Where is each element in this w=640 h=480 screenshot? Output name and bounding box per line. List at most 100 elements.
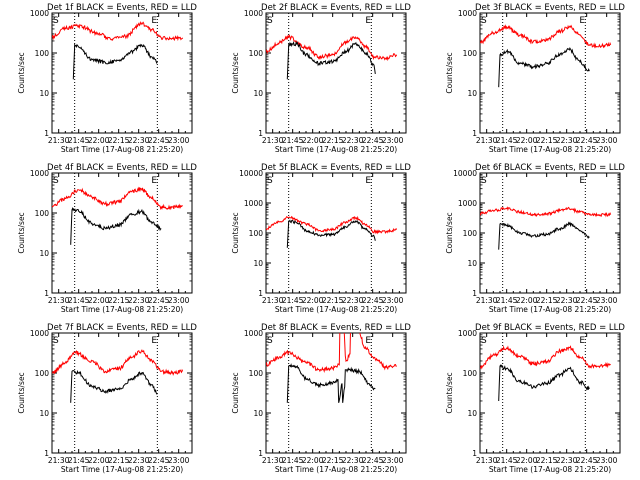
detector-panel: Det 8f BLACK = Events, RED = LLD 21:3021:… [231, 323, 411, 474]
lld-series-line [480, 206, 612, 218]
x-tick-label: 22:30 [342, 296, 364, 305]
plot-frame [51, 172, 193, 294]
y-tick-label: 1 [472, 129, 477, 138]
events-series-line [70, 207, 162, 245]
panel-title: Det 8f BLACK = Events, RED = LLD [261, 323, 411, 333]
x-tick-label: 23:00 [168, 296, 190, 305]
y-tick-label: 10 [467, 409, 477, 418]
x-tick-label: 22:30 [342, 136, 364, 145]
detector-panel: Det 1f BLACK = Events, RED = LLD 21:3021:… [17, 3, 197, 154]
y-tick-label: 10000 [239, 169, 263, 178]
panel-title: Det 9f BLACK = Events, RED = LLD [475, 323, 625, 333]
y-axis-label: Counts/sec [445, 372, 454, 413]
events-series-line [498, 47, 590, 88]
y-tick-label: 1000 [244, 9, 263, 18]
x-axis-label: Start Time (17-Aug-08 21:25:20) [61, 145, 183, 154]
start-marker: S [267, 16, 273, 26]
y-tick-label: 100 [35, 209, 50, 218]
x-tick-label: 21:30 [262, 296, 284, 305]
x-tick-label: 23:00 [168, 456, 190, 465]
x-tick-label: 21:45 [282, 296, 304, 305]
x-axis-label: Start Time (17-Aug-08 21:25:20) [61, 305, 183, 314]
panel-title: Det 1f BLACK = Events, RED = LLD [47, 3, 197, 13]
start-marker: S [53, 16, 59, 26]
y-axis-label: Counts/sec [231, 372, 240, 413]
plot-frame [479, 332, 621, 454]
lld-series-line [480, 345, 611, 370]
x-tick-label: 22:00 [302, 136, 324, 145]
lld-series-line [52, 21, 184, 42]
y-tick-label: 1 [258, 129, 263, 138]
x-tick-label: 23:00 [168, 136, 190, 145]
panel-title: Det 3f BLACK = Events, RED = LLD [475, 3, 625, 13]
y-tick-label: 1000 [458, 199, 477, 208]
x-tick-label: 22:15 [322, 456, 344, 465]
end-marker: E [151, 16, 157, 26]
x-tick-label: 22:30 [128, 296, 150, 305]
x-tick-label: 22:45 [576, 456, 598, 465]
detector-panel: Det 4f BLACK = Events, RED = LLD 21:3021:… [17, 163, 197, 314]
events-series-line [72, 43, 158, 80]
end-marker: E [579, 336, 585, 346]
x-tick-label: 22:45 [148, 296, 170, 305]
y-tick-label: 10 [253, 89, 263, 98]
x-tick-label: 21:30 [262, 456, 284, 465]
x-tick-label: 21:30 [476, 136, 498, 145]
lld-series-line [266, 215, 398, 235]
panel-title: Det 4f BLACK = Events, RED = LLD [47, 163, 197, 173]
plot-frame [51, 332, 193, 454]
x-tick-label: 22:30 [556, 136, 578, 145]
y-axis-label: Counts/sec [231, 212, 240, 253]
x-tick-label: 22:45 [576, 296, 598, 305]
panel-title: Det 7f BLACK = Events, RED = LLD [47, 323, 197, 333]
y-tick-label: 100 [463, 229, 478, 238]
y-axis-label: Counts/sec [17, 212, 26, 253]
events-series-line [286, 219, 376, 248]
y-tick-label: 1000 [30, 169, 49, 178]
events-series-line [70, 369, 158, 403]
lld-series-line [266, 34, 398, 62]
lld-series-line [266, 333, 397, 374]
x-tick-label: 22:45 [362, 296, 384, 305]
x-tick-label: 22:00 [88, 296, 110, 305]
x-tick-label: 22:00 [302, 296, 324, 305]
detector-panel: Det 7f BLACK = Events, RED = LLD 21:3021:… [17, 323, 197, 474]
y-tick-label: 10 [253, 409, 263, 418]
y-tick-label: 1 [44, 129, 49, 138]
y-axis-label: Counts/sec [17, 372, 26, 413]
x-tick-label: 21:30 [262, 136, 284, 145]
lld-series-line [52, 186, 183, 211]
x-axis-label: Start Time (17-Aug-08 21:25:20) [275, 465, 397, 474]
y-tick-label: 10 [39, 249, 49, 258]
y-tick-label: 1000 [30, 9, 49, 18]
y-tick-label: 1 [472, 289, 477, 298]
x-tick-label: 22:30 [556, 456, 578, 465]
plot-frame [479, 12, 621, 134]
x-tick-label: 21:45 [68, 456, 90, 465]
detector-panel: Det 2f BLACK = Events, RED = LLD 21:3021:… [231, 3, 411, 154]
x-tick-label: 22:30 [128, 136, 150, 145]
x-tick-label: 22:00 [88, 136, 110, 145]
y-tick-label: 100 [463, 369, 478, 378]
detector-panel: Det 9f BLACK = Events, RED = LLD 21:3021:… [445, 323, 625, 474]
y-axis-label: Counts/sec [17, 52, 26, 93]
x-tick-label: 21:30 [48, 296, 70, 305]
events-series-line [286, 363, 376, 403]
x-axis-label: Start Time (17-Aug-08 21:25:20) [275, 305, 397, 314]
x-tick-label: 22:15 [536, 456, 558, 465]
plot-frame [265, 12, 407, 134]
x-tick-label: 21:45 [282, 456, 304, 465]
x-tick-label: 22:45 [148, 456, 170, 465]
start-marker: S [53, 176, 59, 186]
y-tick-label: 1 [472, 449, 477, 458]
x-tick-label: 22:00 [516, 456, 538, 465]
x-tick-label: 21:45 [496, 456, 518, 465]
detector-panel: Det 3f BLACK = Events, RED = LLD 21:3021:… [445, 3, 625, 154]
x-tick-label: 22:15 [536, 296, 558, 305]
start-marker: S [53, 336, 59, 346]
lld-series-line [52, 349, 184, 376]
x-axis-label: Start Time (17-Aug-08 21:25:20) [489, 465, 611, 474]
x-tick-label: 22:15 [536, 136, 558, 145]
x-tick-label: 21:45 [282, 136, 304, 145]
